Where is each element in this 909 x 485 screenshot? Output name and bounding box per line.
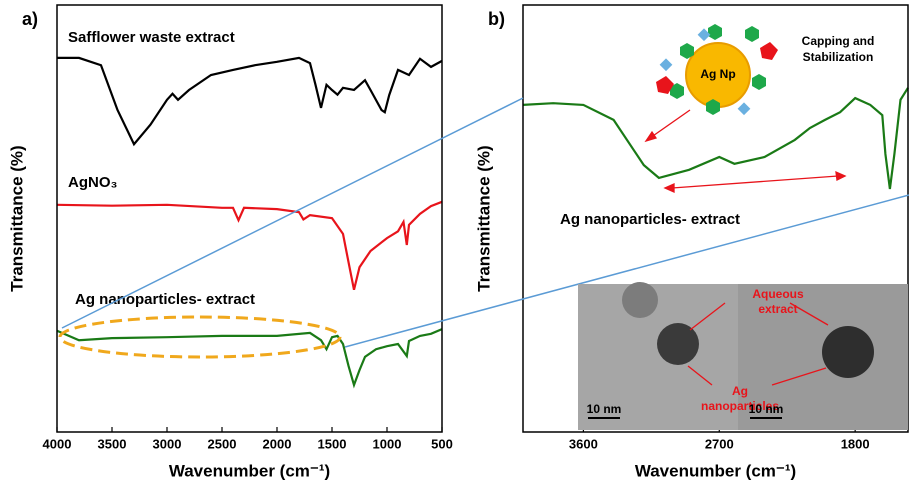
- series-label: Ag nanoparticles- extract: [75, 291, 255, 308]
- annotation: Stabilization: [803, 50, 874, 64]
- x-axis-label: Wavenumber (cm⁻¹): [635, 461, 796, 480]
- tem-image: [578, 282, 908, 430]
- x-tick-label: 1800: [841, 436, 870, 451]
- series-label: Ag nanoparticles- extract: [560, 211, 740, 228]
- annotation: extract: [758, 302, 797, 316]
- annotation: Capping and: [802, 34, 875, 48]
- zoom-line: [61, 97, 524, 329]
- x-tick-label: 2700: [705, 436, 734, 451]
- x-tick-label: 3500: [98, 436, 127, 451]
- spectrum-line: [522, 87, 909, 190]
- nanoparticle-icon: [656, 24, 778, 116]
- decoration: [58, 24, 909, 430]
- y-axis-label: Transmittance (%): [7, 145, 26, 291]
- annotation: Aqueous: [752, 287, 804, 301]
- tem-left: [578, 284, 738, 430]
- capping-molecules: [670, 24, 766, 115]
- y-axis-label: Transmittance (%): [474, 145, 493, 291]
- x-axis-label: Wavenumber (cm⁻¹): [169, 461, 330, 480]
- zoom-line: [344, 194, 909, 348]
- x-tick-label: 1000: [373, 436, 402, 451]
- plot-frame: [522, 4, 909, 433]
- highlight-ellipse: [58, 315, 342, 359]
- panel-label: a): [22, 9, 38, 29]
- x-tick-label: 2000: [263, 436, 292, 451]
- plot-frame: [56, 4, 443, 433]
- annotation: 10 nm: [749, 402, 784, 416]
- annotation: nanoparticles: [701, 399, 779, 413]
- spectrum-line: [57, 56, 443, 147]
- capping-molecule: [659, 58, 673, 72]
- series-label: AgNO₃: [68, 174, 117, 191]
- x-tick-label: 4000: [43, 436, 72, 451]
- tem-arrows: [687, 302, 829, 386]
- particle-shadow: [622, 282, 658, 318]
- x-tick-label: 3600: [569, 436, 598, 451]
- particle: [657, 323, 699, 365]
- annotation: Ag Np: [700, 67, 735, 81]
- particle: [822, 326, 874, 378]
- x-tick-label: 1500: [318, 436, 347, 451]
- panel-label: b): [488, 9, 505, 29]
- arrows: [644, 109, 847, 194]
- annotation: 10 nm: [587, 402, 622, 416]
- x-tick-label: 500: [431, 436, 453, 451]
- capping-molecule: [656, 76, 674, 94]
- x-tick-label: 3000: [153, 436, 182, 451]
- series-label: Safflower waste extract: [68, 29, 235, 46]
- capping-molecule: [760, 42, 778, 60]
- spectrum-line: [56, 328, 443, 389]
- spectrum-line: [56, 200, 443, 291]
- capping-molecule: [737, 102, 751, 116]
- annotation: Ag: [732, 384, 748, 398]
- x-tick-label: 2500: [208, 436, 237, 451]
